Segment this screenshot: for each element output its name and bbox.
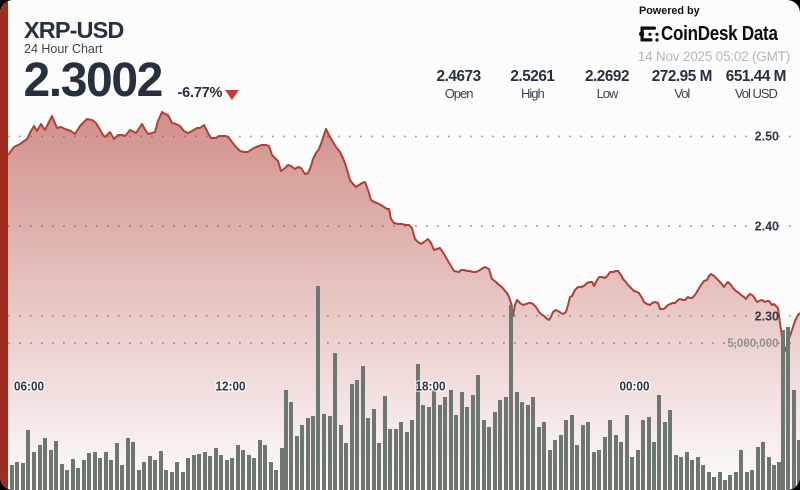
svg-text:18:00: 18:00 (416, 379, 446, 394)
svg-text:00:00: 00:00 (620, 379, 650, 394)
svg-text:2.50: 2.50 (755, 130, 779, 144)
svg-text:06:00: 06:00 (14, 379, 44, 394)
svg-text:5,000,000: 5,000,000 (727, 338, 778, 350)
svg-text:2.40: 2.40 (755, 220, 779, 234)
svg-text:12:00: 12:00 (216, 379, 246, 394)
svg-text:2.30: 2.30 (755, 310, 779, 324)
